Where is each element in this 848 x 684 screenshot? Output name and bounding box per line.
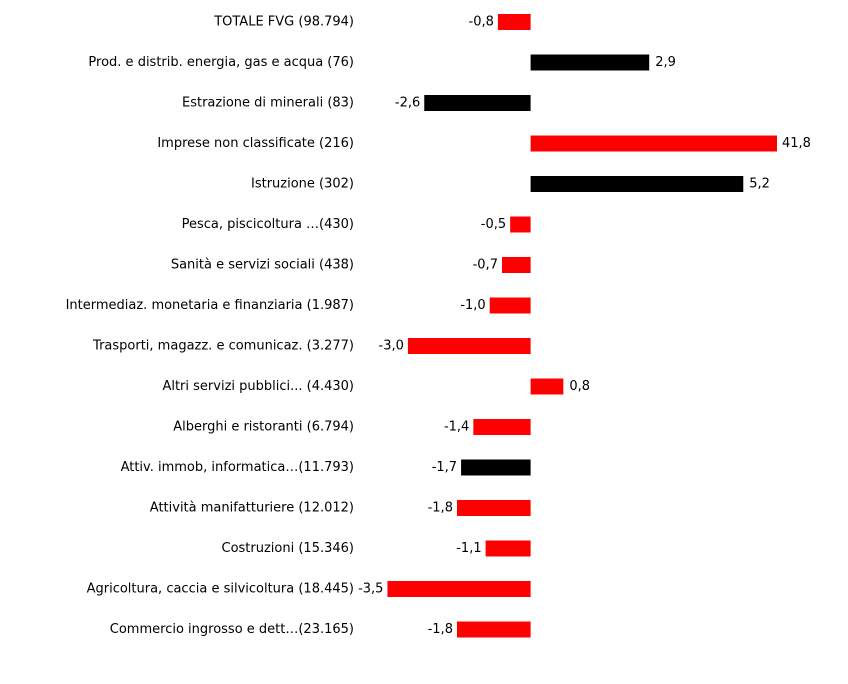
value-label: -1,4 [444,420,469,435]
bar [530,176,744,192]
value-label: -1,8 [428,622,453,637]
y-tick-label: Attività manifatturiere (12.012) [150,501,354,516]
y-tick-label: Sanità e servizi sociali (438) [171,258,354,273]
bar [461,459,531,476]
value-label: -0,5 [481,217,506,232]
bar [501,257,531,273]
y-tick-label: TOTALE FVG (98.794) [213,15,354,30]
y-tick-label: Intermediaz. monetaria e finanziaria (1.… [66,298,354,313]
y-tick-label: Commercio ingrosso e dett…(23.165) [110,622,354,637]
bar [489,297,531,314]
bar [387,581,531,597]
y-tick-label: Altri servizi pubblici... (4.430) [162,379,354,394]
bar [485,540,531,557]
bar [407,338,531,354]
bar [530,378,564,395]
value-label: -1,0 [460,298,485,313]
value-label: -0,8 [469,15,494,30]
y-tick-label: Pesca, piscicoltura …(430) [182,217,354,232]
y-tick-label: Estrazione di minerali (83) [182,96,354,111]
bar [456,621,531,638]
bar [497,14,531,30]
y-tick-label: Agricoltura, caccia e silvicoltura (18.4… [87,582,354,597]
bar [530,135,777,152]
value-label: -3,5 [358,582,383,597]
y-tick-label: Prod. e distrib. energia, gas e acqua (7… [88,55,354,70]
value-label: 41,8 [782,136,811,151]
y-tick-label: Imprese non classificate (216) [157,136,354,151]
value-label: -1,8 [428,501,453,516]
y-tick-label: Trasporti, magazz. e comunicaz. (3.277) [92,339,354,354]
labels: TOTALE FVG (98.794) -0,8 Prod. e distrib. … [66,15,811,638]
value-label: 5,2 [749,177,770,192]
value-label: -2,6 [395,96,420,111]
bars [387,14,777,638]
y-tick-label: Attiv. immob, informatica…(11.793) [121,460,354,475]
bar [510,216,531,233]
y-tick-label: Istruzione (302) [251,177,354,192]
bar [456,500,531,516]
value-label: -3,0 [379,339,404,354]
value-label: -1,7 [432,460,457,475]
y-tick-label: Alberghi e ristoranti (6.794) [173,420,354,435]
bar [530,54,650,71]
value-label: 2,9 [655,55,676,70]
value-label: -0,7 [473,258,498,273]
value-label: 0,8 [569,379,590,394]
y-tick-label: Costruzioni (15.346) [222,541,355,556]
bar [424,95,531,111]
bar [473,419,531,435]
value-label: -1,1 [456,541,481,556]
